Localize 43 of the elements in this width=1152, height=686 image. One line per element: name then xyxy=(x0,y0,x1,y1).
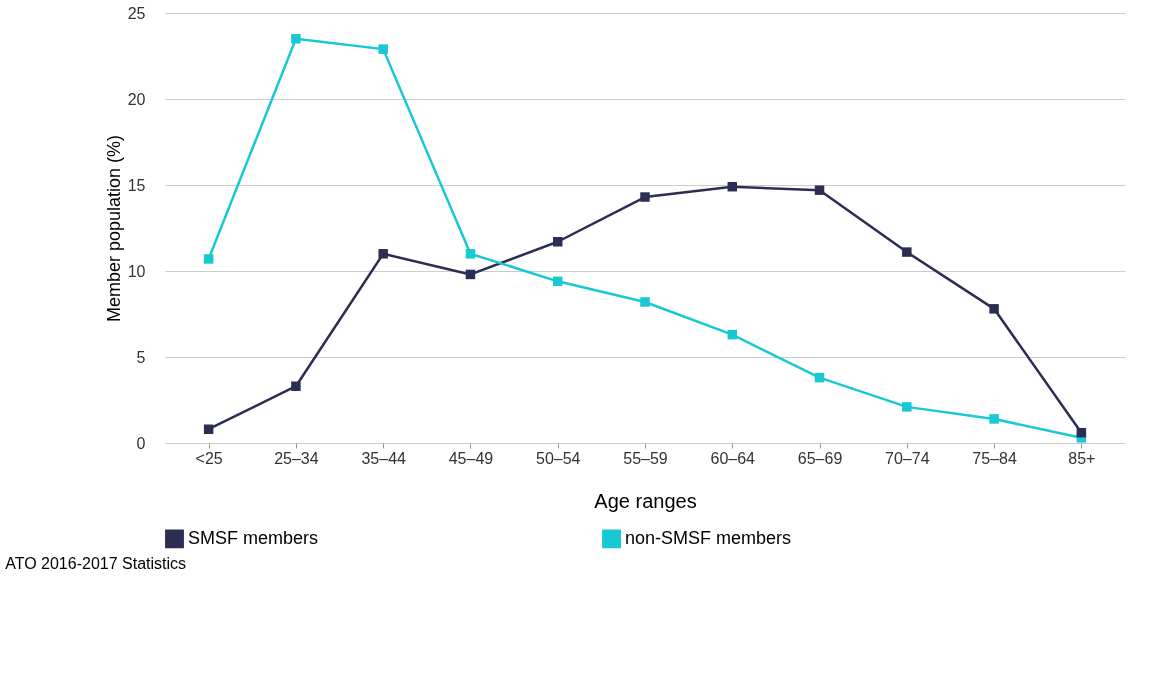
point xyxy=(640,192,650,202)
point xyxy=(640,297,650,307)
point xyxy=(378,44,388,54)
legend-label: SMSF members xyxy=(188,527,319,548)
y-tick-label: 5 xyxy=(136,348,146,366)
text: ATO 2016-2017 Statistics xyxy=(5,555,187,572)
x-tick-label: 35–44 xyxy=(361,449,407,467)
point xyxy=(291,381,301,391)
point xyxy=(291,34,301,44)
y-tick-label: 15 xyxy=(127,176,146,194)
x-tick-label: 55–59 xyxy=(623,449,668,467)
x-tick-label: 75–84 xyxy=(972,449,1017,467)
y-tick-label: 0 xyxy=(136,434,146,452)
point xyxy=(902,402,912,412)
x-tick-label: 85+ xyxy=(1068,449,1096,467)
y-axis-title: Member population (%) xyxy=(103,134,124,323)
x-tick-label: 45–49 xyxy=(448,449,494,467)
point xyxy=(203,424,214,434)
x-tick-label: 65–69 xyxy=(797,449,843,467)
point xyxy=(378,249,388,259)
point xyxy=(552,237,563,247)
x-tick-label: <25 xyxy=(195,449,223,467)
point xyxy=(727,329,738,340)
legend-label: non-SMSF members xyxy=(625,527,792,548)
point xyxy=(989,414,999,424)
point xyxy=(989,304,999,314)
point xyxy=(203,254,214,264)
point xyxy=(552,276,563,287)
point xyxy=(814,372,825,383)
y-tick-label: 25 xyxy=(127,4,146,22)
point xyxy=(465,269,476,280)
y-tick-label: 20 xyxy=(127,90,146,108)
x-tick-label: 50–54 xyxy=(535,449,581,467)
point xyxy=(465,249,476,259)
point xyxy=(727,181,738,192)
point xyxy=(902,247,912,257)
point xyxy=(814,185,825,195)
x-tick-label: 60–64 xyxy=(710,449,756,467)
y-tick-label: 10 xyxy=(127,262,146,280)
point xyxy=(1076,427,1087,438)
x-tick-label: 70–74 xyxy=(885,449,930,467)
x-axis-title: Age ranges xyxy=(594,489,697,512)
x-tick-label: 25–34 xyxy=(274,449,319,467)
